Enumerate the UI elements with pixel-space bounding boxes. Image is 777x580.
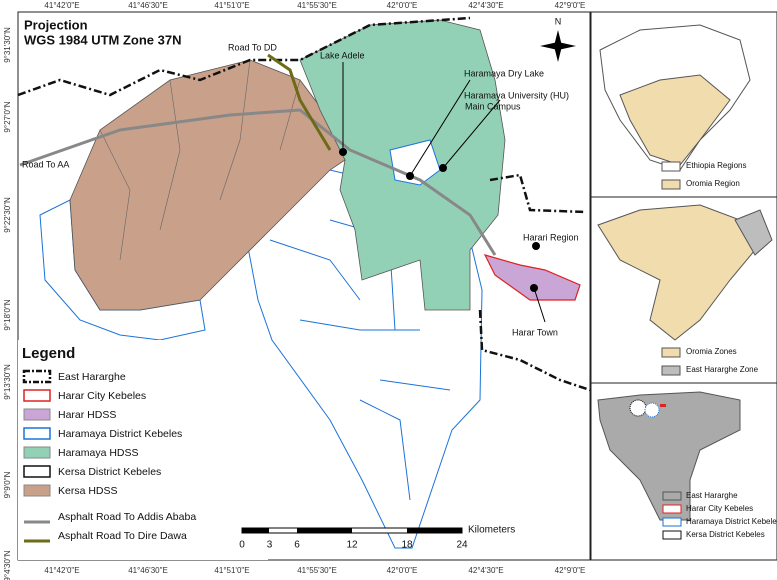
- projection: WGS 1984 UTM Zone 37N: [24, 32, 181, 47]
- lon-label: 42°9'0"E: [555, 1, 586, 10]
- lon-label: 41°55'30"E: [297, 1, 337, 10]
- place-label: Road To DD: [228, 42, 277, 52]
- legend-box: [18, 340, 268, 560]
- lon-label: 41°46'30"E: [128, 1, 168, 10]
- lon-label: 41°55'30"E: [297, 566, 337, 575]
- scale-tick: 3: [267, 540, 273, 551]
- legend-item: Harar HDSS: [58, 409, 116, 421]
- legend-item: Asphalt Road To Addis Ababa: [58, 511, 196, 523]
- scale-tick: 12: [346, 540, 358, 551]
- lat-label: 9°13'30"N: [3, 364, 12, 400]
- lon-label: 42°4'30"E: [468, 566, 503, 575]
- lon-label: 41°46'30"E: [128, 566, 168, 575]
- inset-legend: Oromia Zones: [686, 347, 737, 356]
- leader-lines: [342, 62, 546, 323]
- inset-legend: Kersa District Kebeles: [686, 530, 765, 539]
- lon-label: 42°9'0"E: [555, 566, 586, 575]
- inset-legend: Haramaya District Kebeles: [686, 517, 777, 526]
- lat-label: 9°4'30"N: [3, 550, 12, 580]
- lat-label: 9°27'0"N: [3, 101, 12, 132]
- legend-symbols: [22, 369, 52, 543]
- legend-item: Kersa District Kebeles: [58, 466, 161, 478]
- lon-label: 41°42'0"E: [44, 566, 79, 575]
- lat-label: 9°18'0"N: [3, 299, 12, 330]
- inset-legend: Ethiopia Regions: [686, 161, 746, 170]
- inset1-swatch: [661, 161, 681, 172]
- road-to-aa: [19, 108, 497, 256]
- main-map: [17, 11, 591, 561]
- inset1-swatch: [661, 179, 681, 190]
- north-label: N: [555, 16, 562, 26]
- scale-bar: [241, 527, 463, 534]
- inset2-swatch: [661, 347, 681, 358]
- inset-3: [590, 382, 777, 561]
- scale-tick: 24: [456, 540, 468, 551]
- scale-tick: 18: [401, 540, 413, 551]
- harari-point: [532, 242, 540, 250]
- inset2-swatch: [661, 365, 681, 376]
- legend-item: Harar City Kebeles: [58, 390, 146, 402]
- kersa-boundaries: [99, 59, 301, 261]
- place-label: Harari Region: [523, 232, 579, 242]
- place-label: Haramaya University (HU): [464, 90, 569, 100]
- lon-label: 42°0'0"E: [387, 566, 418, 575]
- inset-legend: Harar City Kebeles: [686, 504, 753, 513]
- place-label: Road To AA: [22, 159, 69, 169]
- harar-hdss: [483, 254, 581, 301]
- lat-label: 9°9'0"N: [3, 471, 12, 498]
- lon-label: 42°4'30"E: [468, 1, 503, 10]
- scale-unit: Kilometers: [468, 525, 515, 536]
- lat-label: 9°22'30"N: [3, 197, 12, 233]
- place-label: Harar Town: [512, 327, 558, 337]
- legend-item: Asphalt Road To Dire Dawa: [58, 530, 187, 542]
- road-to-dd: [267, 53, 332, 151]
- lon-label: 41°51'0"E: [214, 566, 249, 575]
- legend-item: Haramaya HDSS: [58, 447, 139, 459]
- inset-1: [590, 11, 777, 198]
- scale-tick: 6: [294, 540, 300, 551]
- place-label: Haramaya Dry Lake: [464, 68, 544, 78]
- scale-tick: 0: [239, 540, 245, 551]
- legend-item: Haramaya District Kebeles: [58, 428, 182, 440]
- inset-legend: Oromia Region: [686, 179, 740, 188]
- place-label: Main Campus: [465, 101, 521, 111]
- inset-legend: East Hararghe: [686, 491, 738, 500]
- kersa-hdss: [69, 59, 346, 311]
- legend-item: Kersa HDSS: [58, 485, 118, 497]
- place-label: Lake Adele: [320, 50, 365, 60]
- projection: Projection: [24, 17, 88, 32]
- legend-item: East Hararghe: [58, 371, 126, 383]
- legend-title: Legend: [22, 345, 75, 362]
- lon-label: 41°51'0"E: [214, 1, 249, 10]
- inset-2: [590, 196, 777, 384]
- inset-legend: East Hararghe Zone: [686, 365, 759, 374]
- lon-label: 41°42'0"E: [44, 1, 79, 10]
- lon-label: 42°0'0"E: [387, 1, 418, 10]
- lat-label: 9°31'30"N: [3, 27, 12, 63]
- east-hararghe-boundary: [17, 16, 591, 392]
- north-arrow: [540, 30, 576, 62]
